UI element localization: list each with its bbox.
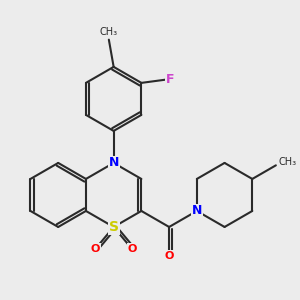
Text: F: F — [166, 73, 175, 86]
Text: CH₃: CH₃ — [279, 157, 297, 167]
Text: O: O — [91, 244, 100, 254]
Text: O: O — [128, 244, 137, 254]
Text: N: N — [192, 205, 202, 218]
Text: O: O — [164, 251, 174, 261]
Text: S: S — [109, 220, 119, 234]
Text: N: N — [109, 156, 119, 170]
Text: CH₃: CH₃ — [100, 27, 118, 37]
